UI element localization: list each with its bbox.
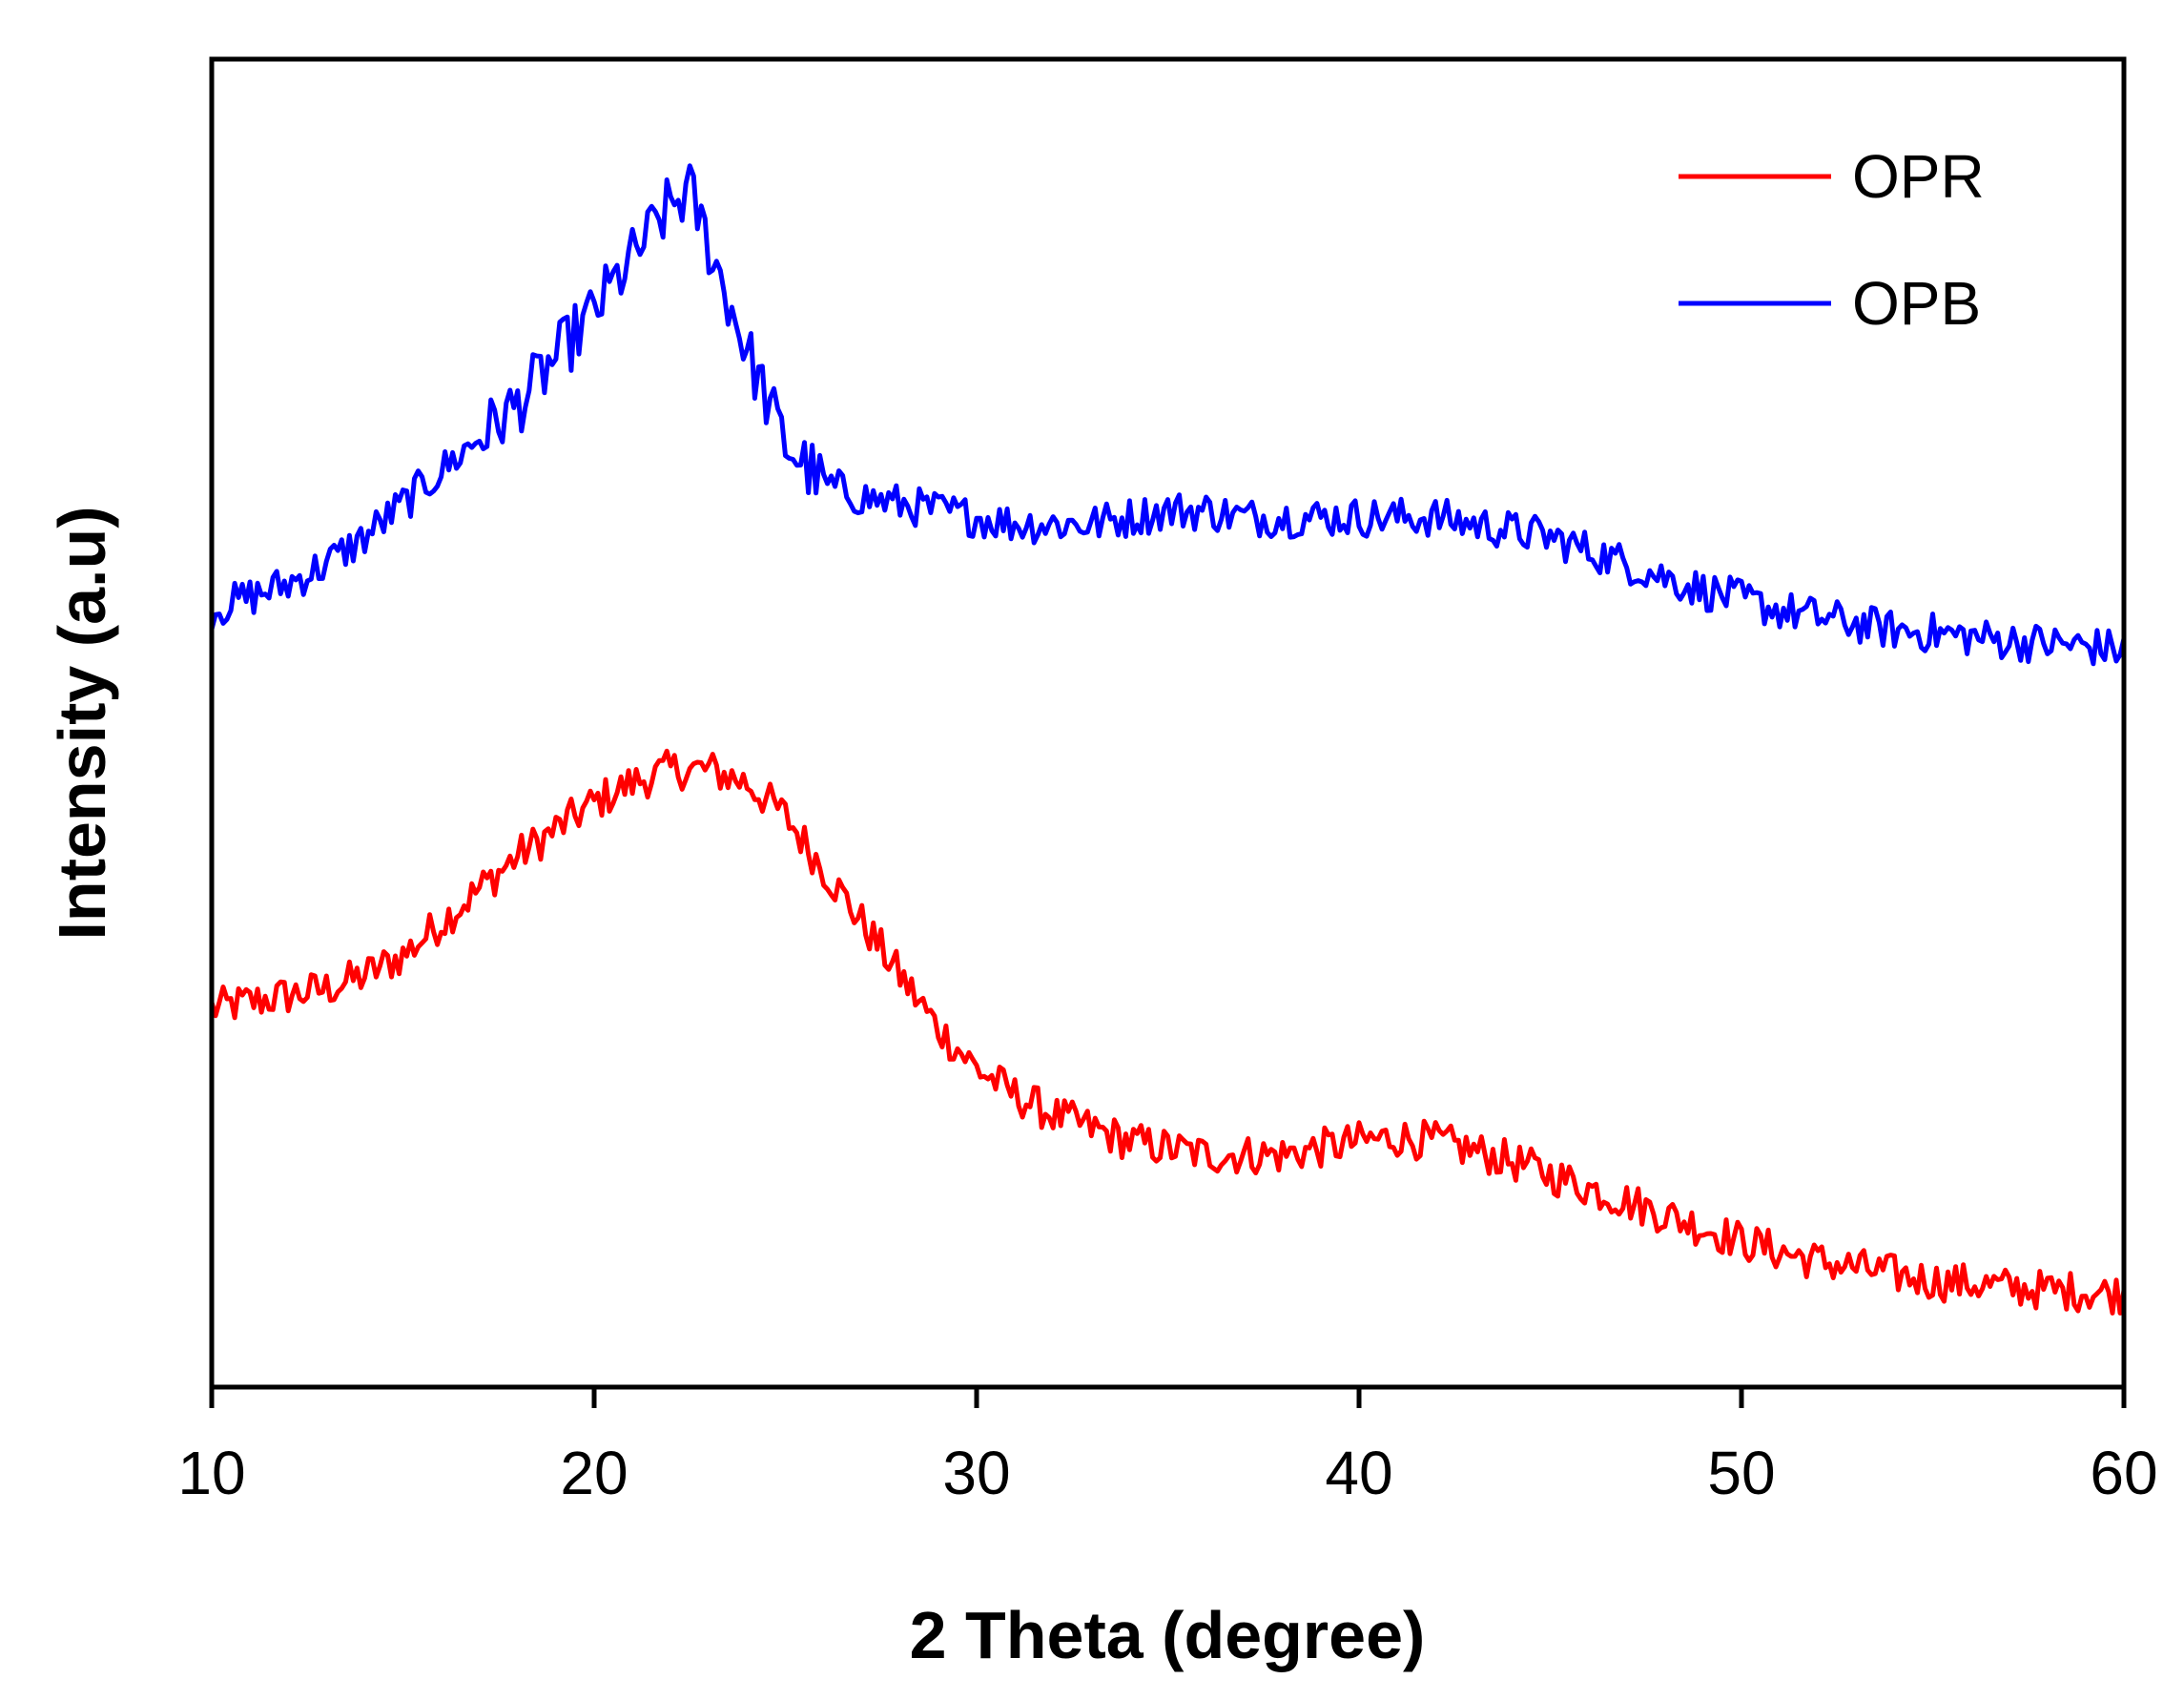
series-line-opb — [209, 163, 2127, 667]
x-tick-label: 30 — [942, 1439, 1010, 1507]
x-tick-label: 10 — [177, 1439, 245, 1507]
x-tick-label: 40 — [1325, 1439, 1392, 1507]
x-tick-label: 20 — [560, 1439, 628, 1507]
legend-label-opb: OPB — [1852, 269, 1981, 338]
legend-label-opr: OPR — [1852, 142, 1985, 211]
legend: OPR OPB — [1679, 142, 1985, 338]
x-tick-label: 50 — [1707, 1439, 1775, 1507]
x-tick-label: 60 — [2090, 1439, 2157, 1507]
x-axis-title: 2 Theta (degree) — [910, 1598, 1426, 1672]
series-layer — [209, 163, 2127, 1316]
y-axis-title: Intensity (a.u) — [45, 506, 119, 940]
x-axis-ticks: 10 20 30 40 50 60 — [177, 1387, 2158, 1507]
series-line-opr — [209, 748, 2127, 1316]
plot-frame — [209, 56, 2127, 1390]
